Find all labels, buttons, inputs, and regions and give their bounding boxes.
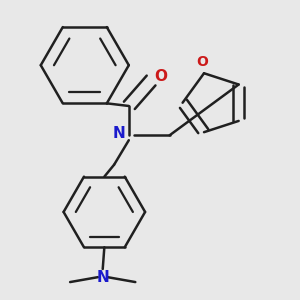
Text: N: N [96,270,109,285]
Text: O: O [196,55,208,69]
Text: N: N [112,126,125,141]
Text: O: O [154,69,167,84]
